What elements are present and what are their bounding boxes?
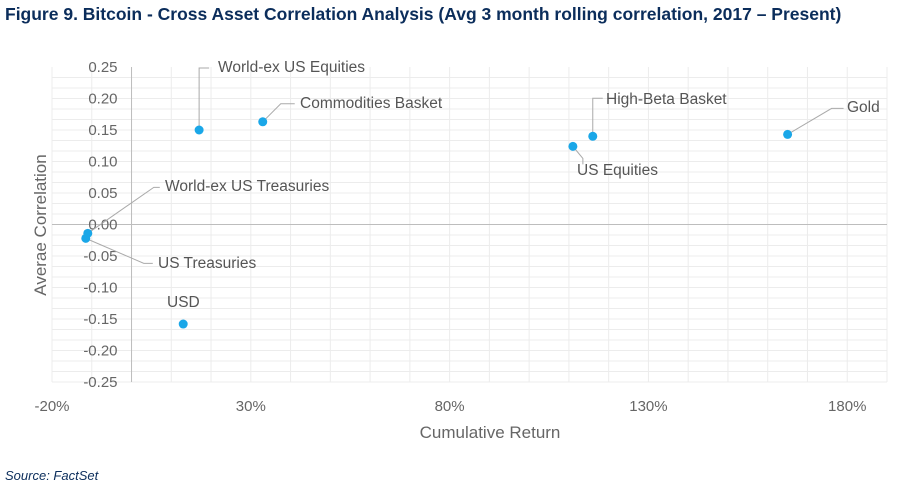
y-tick-label: 0.00 xyxy=(88,217,117,234)
y-tick-label: -0.25 xyxy=(83,374,117,391)
y-tick-label: -0.20 xyxy=(83,343,117,360)
leader-line xyxy=(198,67,210,130)
leader-line xyxy=(262,103,295,123)
point-label: USD xyxy=(167,294,200,311)
x-tick-label: 180% xyxy=(828,398,866,415)
y-tick-label: -0.10 xyxy=(83,280,117,297)
data-point xyxy=(783,129,793,139)
figure-title: Figure 9. Bitcoin - Cross Asset Correlat… xyxy=(5,4,842,24)
y-tick-label: 0.05 xyxy=(88,185,117,202)
data-point xyxy=(194,125,204,135)
x-tick-label: 130% xyxy=(629,398,667,415)
data-point xyxy=(81,233,91,243)
y-tick-label: -0.15 xyxy=(83,311,117,328)
data-point xyxy=(258,117,268,127)
x-tick-label: 30% xyxy=(236,398,266,415)
x-tick-label: 80% xyxy=(435,398,465,415)
point-label: US Equities xyxy=(577,162,658,179)
y-tick-label: 0.20 xyxy=(88,91,117,108)
point-label: Commodities Basket xyxy=(300,95,443,112)
y-tick-label: -0.05 xyxy=(83,248,117,265)
y-tick-label: 0.10 xyxy=(88,154,117,171)
data-point xyxy=(178,319,188,329)
y-axis-title: Averae Correlation xyxy=(31,154,50,295)
point-label: Gold xyxy=(847,99,880,116)
y-tick-label: 0.25 xyxy=(88,59,117,76)
data-point xyxy=(568,141,578,151)
point-label: High-Beta Basket xyxy=(606,91,727,108)
leader-line xyxy=(572,146,584,165)
y-tick-label: 0.15 xyxy=(88,122,117,139)
point-label: World-ex US Equities xyxy=(218,59,365,76)
leader-line xyxy=(87,186,160,234)
source-note: Source: FactSet xyxy=(5,468,99,483)
point-label: US Treasuries xyxy=(158,255,256,272)
x-axis-title: Cumulative Return xyxy=(420,423,561,442)
leader-line xyxy=(592,97,603,137)
point-label: World-ex US Treasuries xyxy=(165,178,329,195)
x-tick-label: -20% xyxy=(34,398,69,415)
data-point xyxy=(588,131,598,141)
leader-line xyxy=(787,107,844,135)
leader-line xyxy=(85,237,153,264)
